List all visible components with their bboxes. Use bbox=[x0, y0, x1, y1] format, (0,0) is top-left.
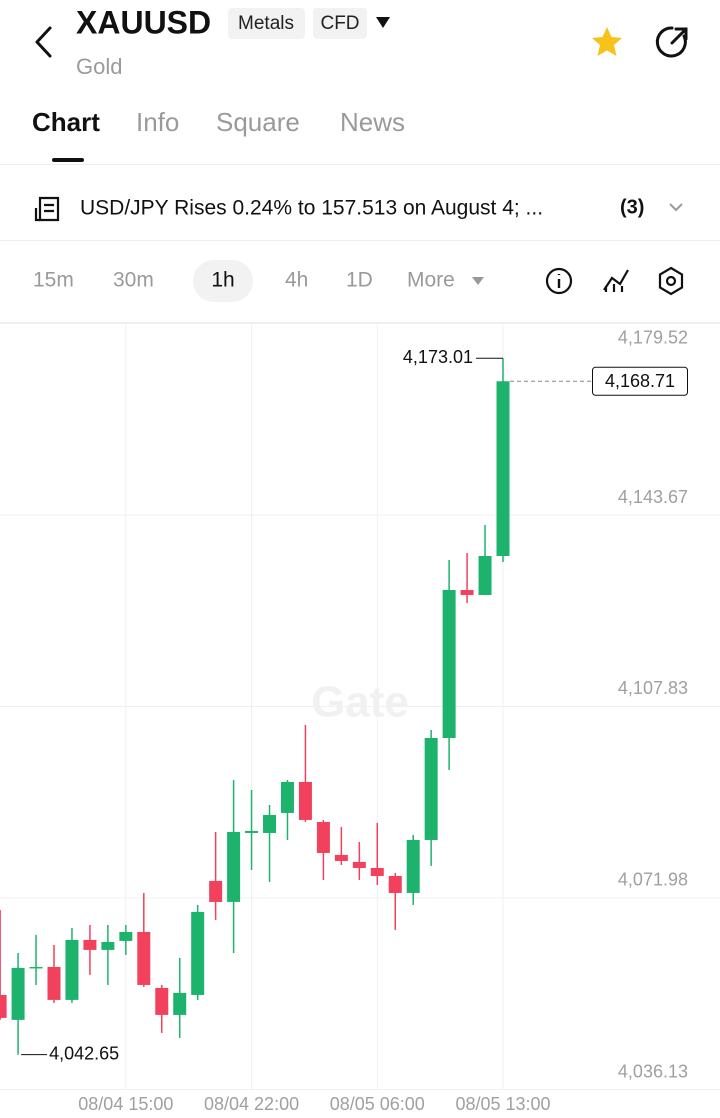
x-tick-label: 08/04 15:00 bbox=[78, 1094, 173, 1114]
tag-bg bbox=[313, 8, 367, 39]
candle-body bbox=[298, 781, 312, 820]
interval[interactable]: 1D bbox=[346, 269, 373, 292]
candle-body bbox=[496, 381, 510, 556]
candle-body bbox=[388, 875, 402, 893]
max-label: 4,173.01 bbox=[403, 347, 473, 367]
watermark: Gate bbox=[311, 678, 409, 727]
candle-body bbox=[460, 590, 474, 595]
share-icon[interactable] bbox=[655, 26, 687, 58]
min-label: 4,042.65 bbox=[49, 1043, 119, 1063]
candle-body bbox=[0, 994, 7, 1018]
candle-body bbox=[424, 737, 438, 840]
interval[interactable]: 4h bbox=[285, 269, 308, 292]
candle-body bbox=[406, 839, 420, 893]
tab[interactable]: News bbox=[340, 107, 405, 137]
candle-body bbox=[478, 555, 492, 595]
candlestick-chart: 4,179.52 4,143.67 4,107.83 4,071.98 4,036.13… bbox=[0, 323, 720, 1114]
tag-bg bbox=[228, 8, 305, 39]
symbol-name: Gold bbox=[76, 54, 122, 79]
candle-body bbox=[280, 781, 294, 813]
candle-body bbox=[209, 880, 223, 902]
back-button[interactable] bbox=[35, 26, 52, 58]
x-tick-label: 08/04 22:00 bbox=[204, 1094, 299, 1114]
expand-chevron[interactable] bbox=[669, 203, 683, 212]
settings-icon[interactable] bbox=[658, 266, 684, 296]
y-tick-label: 4,071.98 bbox=[618, 870, 688, 890]
last-price-label: 4,168.71 bbox=[605, 371, 675, 391]
candle-body bbox=[47, 966, 61, 1000]
indicator-icon[interactable] bbox=[603, 269, 629, 292]
y-tick-label: 4,036.13 bbox=[618, 1061, 688, 1081]
tab[interactable]: Info bbox=[136, 107, 179, 137]
info-icon[interactable] bbox=[545, 267, 573, 295]
news-count: (3) bbox=[620, 196, 644, 218]
symbol: XAUUSD bbox=[76, 4, 211, 40]
tab[interactable]: Square bbox=[216, 107, 300, 137]
candle-body bbox=[137, 931, 151, 985]
candle-body bbox=[334, 854, 348, 861]
candle-body bbox=[263, 814, 277, 833]
candle-body bbox=[173, 992, 187, 1015]
candle-body bbox=[370, 867, 384, 876]
share-arrow bbox=[670, 27, 688, 45]
candle-body bbox=[101, 941, 115, 950]
interval[interactable]: 15m bbox=[33, 269, 74, 292]
x-tick-label: 08/05 13:00 bbox=[455, 1094, 550, 1114]
candle-body bbox=[442, 590, 456, 738]
candle-body bbox=[65, 939, 79, 1000]
last-price-box bbox=[592, 366, 688, 396]
candle-body bbox=[11, 967, 25, 1020]
news-headline[interactable]: USD/JPY Rises 0.24% to 157.513 on August… bbox=[80, 197, 543, 220]
y-tick-label: 4,143.67 bbox=[618, 487, 688, 507]
candle-body bbox=[352, 861, 366, 868]
candle-body bbox=[227, 831, 241, 902]
candle-body bbox=[245, 830, 259, 833]
candle-body bbox=[83, 939, 97, 950]
interval[interactable]: 1h bbox=[211, 269, 234, 292]
more-arrow bbox=[472, 277, 484, 285]
x-tick-label: 08/05 06:00 bbox=[330, 1094, 425, 1114]
news-icon bbox=[34, 196, 60, 222]
candle-body bbox=[316, 821, 330, 853]
y-tick-label: 4,179.52 bbox=[618, 327, 688, 347]
dropdown-arrow[interactable] bbox=[376, 17, 390, 28]
interval[interactable]: 30m bbox=[113, 269, 154, 292]
tab-indicator bbox=[52, 158, 84, 162]
tag: Metals bbox=[238, 13, 294, 34]
interval[interactable]: More bbox=[407, 269, 455, 292]
candle-body bbox=[119, 931, 133, 941]
candle-body bbox=[155, 987, 169, 1015]
interval-selected-bg bbox=[193, 260, 253, 302]
tab[interactable]: Chart bbox=[32, 107, 100, 137]
candle-body bbox=[29, 966, 43, 969]
favorite-star[interactable] bbox=[592, 27, 622, 56]
candle-body bbox=[191, 911, 205, 995]
settings-glyph bbox=[665, 275, 677, 287]
tag: CFD bbox=[320, 13, 359, 34]
y-tick-label: 4,107.83 bbox=[618, 678, 688, 698]
